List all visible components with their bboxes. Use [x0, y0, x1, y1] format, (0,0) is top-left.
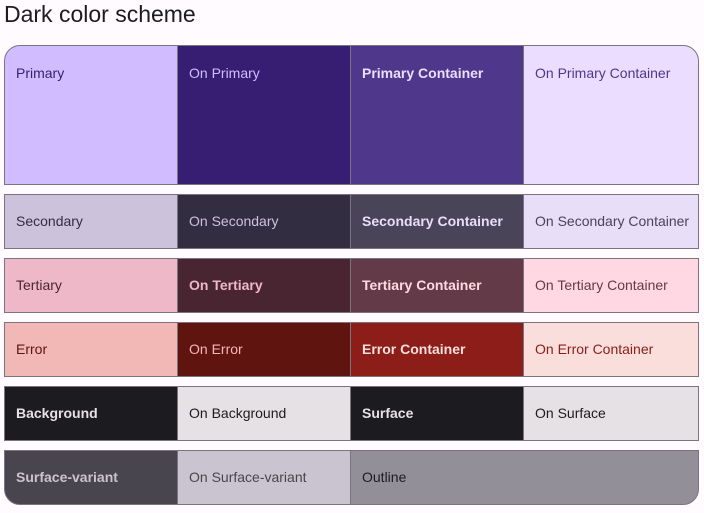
swatch-label: Surface: [362, 405, 414, 421]
swatch-secondary-container: Secondary Container: [350, 194, 524, 249]
swatch-surface-variant: Surface-variant: [4, 450, 178, 505]
swatch-on-primary-container: On Primary Container: [523, 45, 699, 185]
swatch-label: Background: [16, 405, 98, 421]
tertiary-row: Tertiary On Tertiary Tertiary Container …: [4, 258, 699, 313]
swatch-on-error: On Error: [177, 322, 351, 377]
swatch-on-surface: On Surface: [523, 386, 699, 441]
swatch-on-secondary: On Secondary: [177, 194, 351, 249]
swatch-on-surface-variant: On Surface-variant: [177, 450, 351, 505]
swatch-label: On Secondary: [189, 213, 279, 229]
secondary-row: Secondary On Secondary Secondary Contain…: [4, 194, 699, 249]
swatch-primary-container: Primary Container: [350, 45, 524, 185]
swatch-on-tertiary: On Tertiary: [177, 258, 351, 313]
surface-variant-row: Surface-variant On Surface-variant Outli…: [4, 450, 699, 505]
swatch-label: Error Container: [362, 341, 466, 357]
page-title: Dark color scheme: [4, 1, 196, 27]
swatch-label: On Surface-variant: [189, 469, 307, 485]
background-row: Background On Background Surface On Surf…: [4, 386, 699, 441]
swatch-label: On Error: [189, 341, 243, 357]
swatch-error: Error: [4, 322, 178, 377]
swatch-label: On Secondary Container: [535, 213, 690, 229]
swatch-label: Primary: [16, 65, 65, 81]
swatch-background: Background: [4, 386, 178, 441]
swatch-outline: Outline: [350, 450, 699, 505]
swatch-label: Primary Container: [362, 65, 484, 81]
swatch-label: On Primary Container: [535, 65, 671, 81]
swatch-label: On Primary: [189, 65, 260, 81]
swatch-on-primary: On Primary: [177, 45, 351, 185]
swatch-label: Outline: [362, 469, 407, 485]
swatch-label: On Tertiary: [189, 277, 263, 293]
swatch-tertiary-container: Tertiary Container: [350, 258, 524, 313]
swatch-label: On Background: [189, 405, 287, 421]
swatch-label: Tertiary: [16, 277, 62, 293]
swatch-on-background: On Background: [177, 386, 351, 441]
swatch-secondary: Secondary: [4, 194, 178, 249]
swatch-surface: Surface: [350, 386, 524, 441]
swatch-tertiary: Tertiary: [4, 258, 178, 313]
swatch-on-error-container: On Error Container: [523, 322, 699, 377]
swatch-on-secondary-container: On Secondary Container: [523, 194, 699, 249]
swatch-label: Secondary Container: [362, 213, 503, 229]
swatch-label: Tertiary Container: [362, 277, 482, 293]
swatch-error-container: Error Container: [350, 322, 524, 377]
primary-row: Primary On Primary Primary Container On …: [4, 45, 699, 185]
swatch-label: On Surface: [535, 405, 606, 421]
swatch-label: Secondary: [16, 213, 83, 229]
swatch-on-tertiary-container: On Tertiary Container: [523, 258, 699, 313]
swatch-primary: Primary: [4, 45, 178, 185]
swatch-label: On Error Container: [535, 341, 654, 357]
error-row: Error On Error Error Container On Error …: [4, 322, 699, 377]
swatch-label: Surface-variant: [16, 469, 118, 485]
swatch-label: Error: [16, 341, 48, 357]
swatch-label: On Tertiary Container: [535, 277, 668, 293]
